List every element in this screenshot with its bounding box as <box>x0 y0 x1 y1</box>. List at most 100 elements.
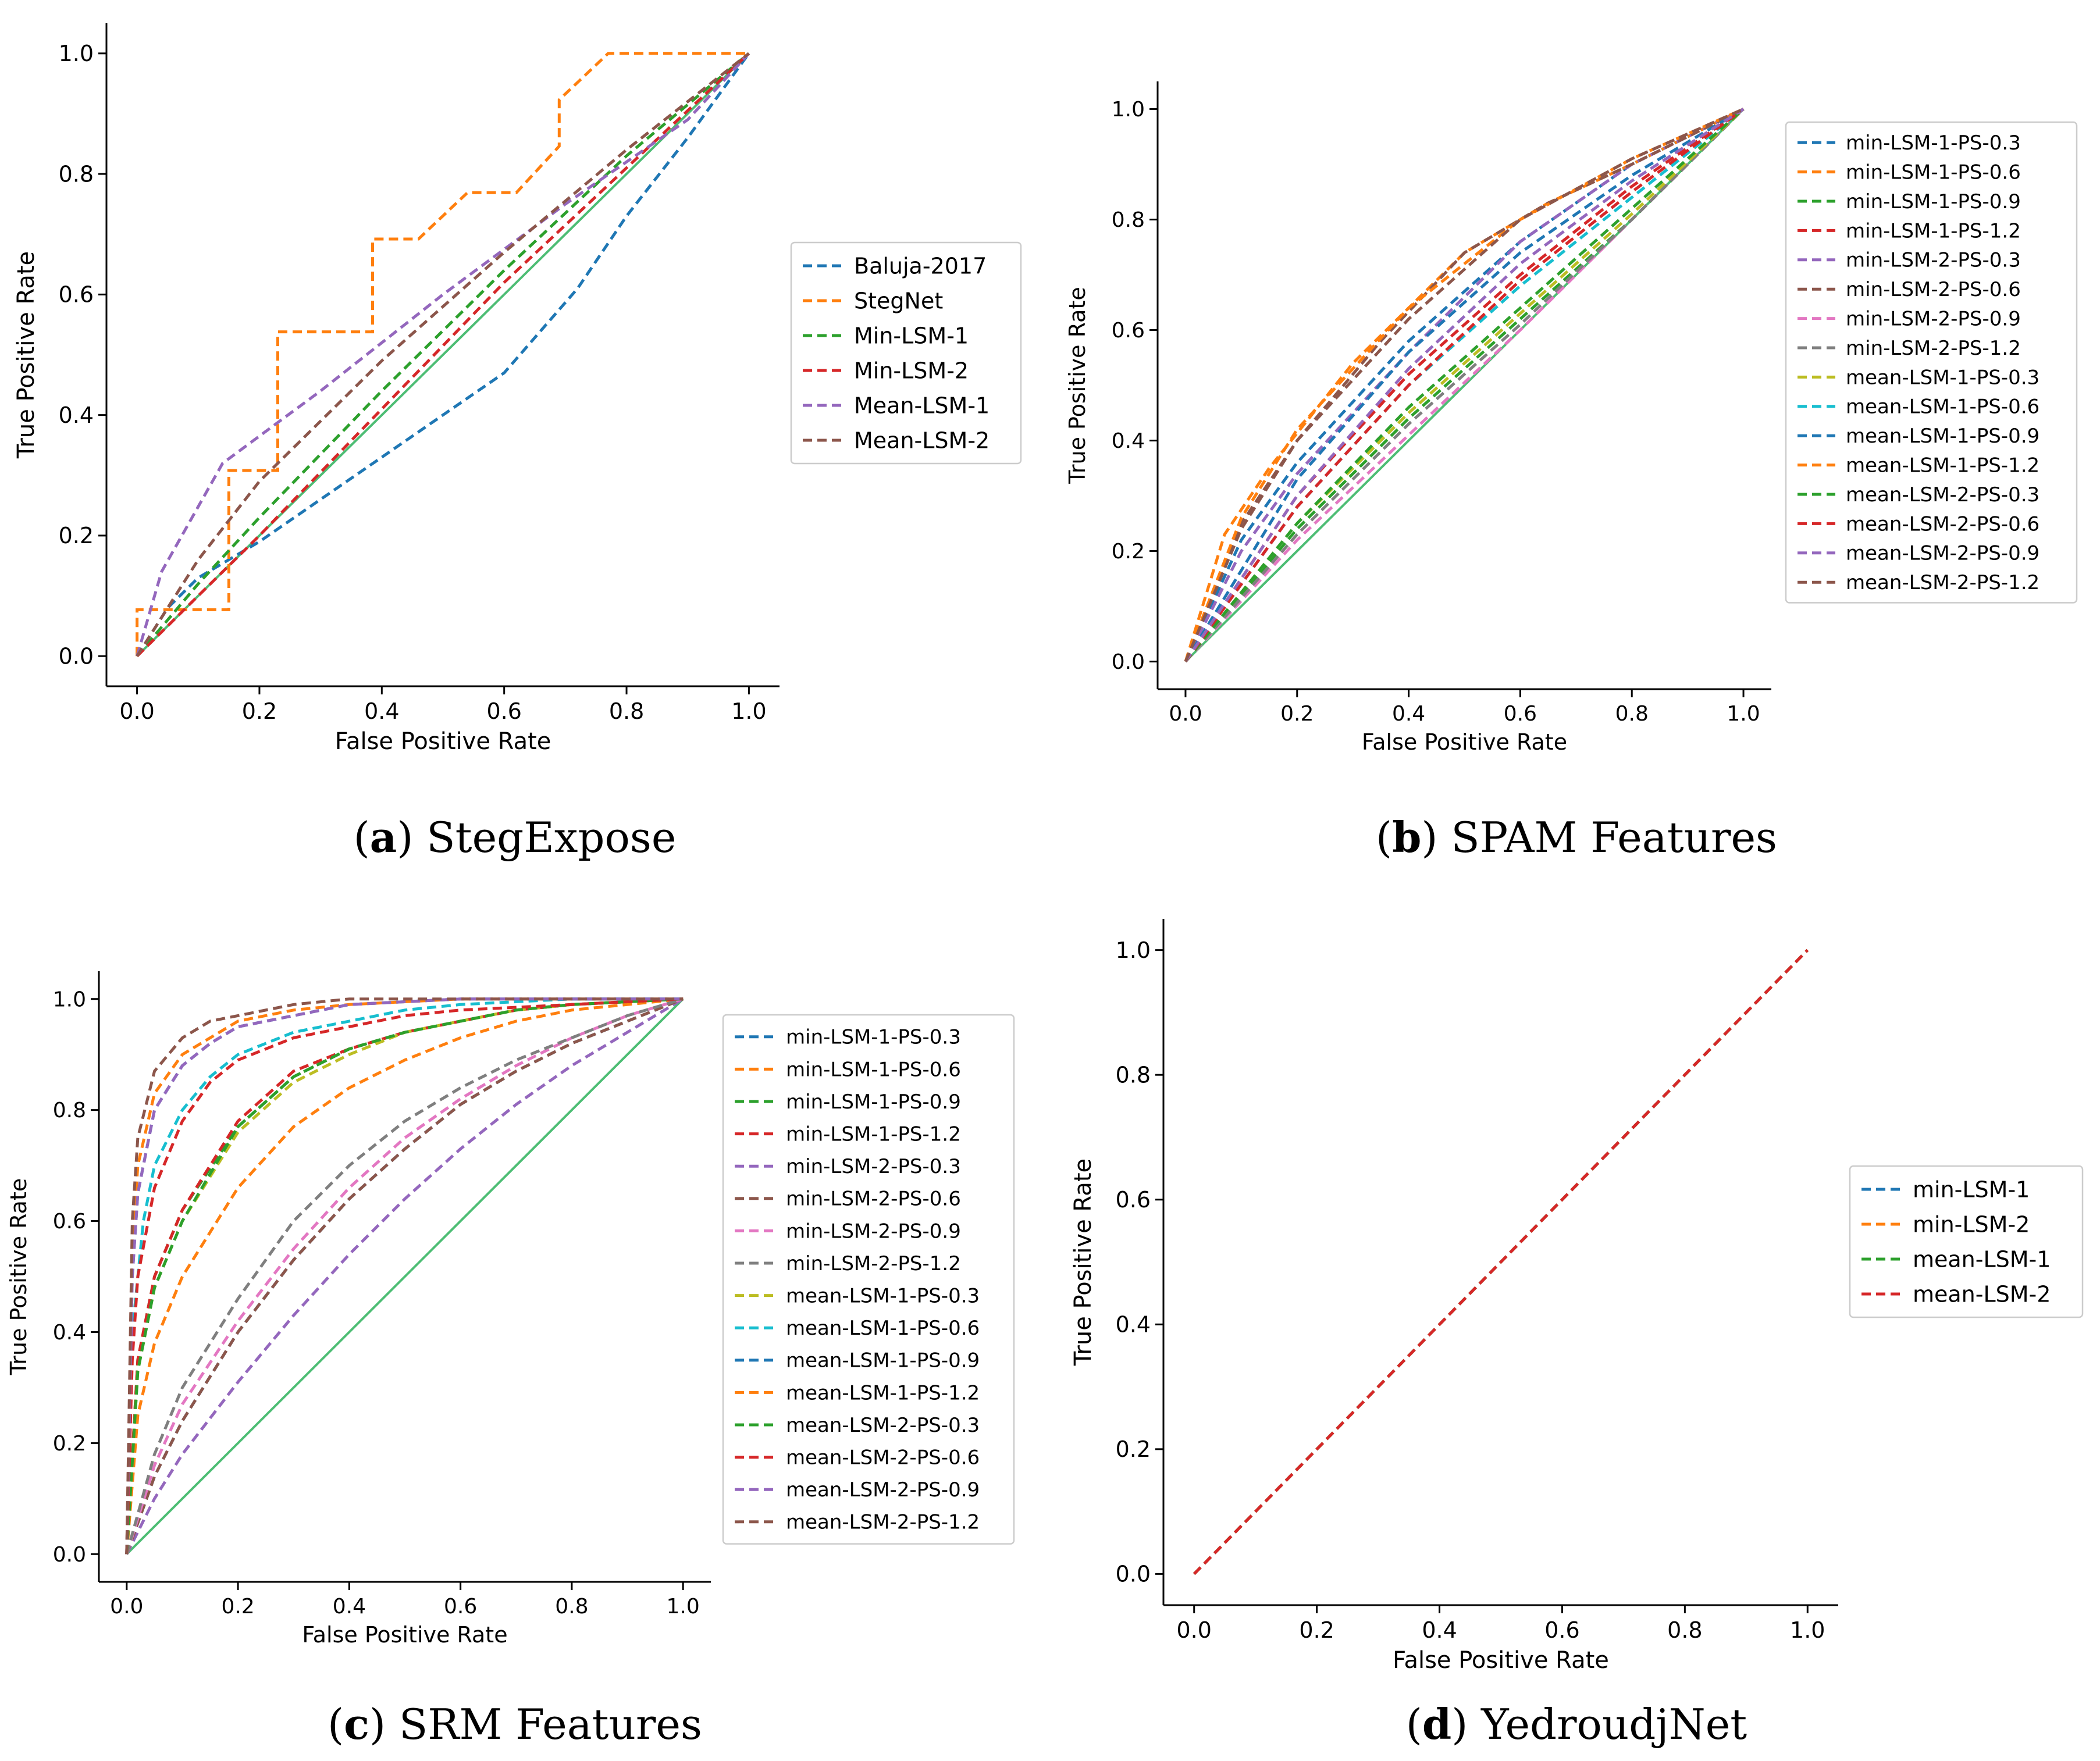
legend-entry: min-LSM-1-PS-0.3 <box>1846 131 2021 155</box>
chart-c: 0.0 0.2 0.4 0.6 0.8 1.0 0.0 0.2 0.4 0.6 0.8 1.0 Fals… <box>6 971 1015 1749</box>
caption-letter: c <box>344 1699 369 1749</box>
y-tick-label: 0.8 <box>1112 208 1145 232</box>
x-axis-label: False Positive Rate <box>1393 1647 1609 1674</box>
series-line-mean-lsm-2-ps-1.2 <box>1184 108 1745 662</box>
y-axis-label: True Positive Rate <box>1070 1158 1097 1366</box>
legend-entry: min-LSM-1-PS-0.6 <box>786 1058 961 1081</box>
series-line-min-lsm-2-ps-1.2 <box>1184 108 1745 663</box>
legend-entry: min-LSM-1-PS-1.2 <box>786 1123 961 1146</box>
series-line-mean-lsm-2-ps-0.9 <box>1184 108 1745 662</box>
legend-entry: mean-LSM-1-PS-0.3 <box>786 1285 980 1308</box>
legend-entry: min-LSM-2-PS-0.6 <box>786 1188 961 1211</box>
y-tick-label: 1.0 <box>1112 98 1145 122</box>
caption-paren: ( <box>1406 1700 1422 1749</box>
legend-entry: min-LSM-1-PS-0.9 <box>1846 190 2021 213</box>
legend-entry: min-LSM-2-PS-1.2 <box>1846 337 2021 360</box>
legend-box <box>722 1014 1015 1545</box>
x-tick-label: 1.0 <box>1790 1617 1825 1643</box>
x-tick-label: 0.2 <box>1299 1617 1334 1643</box>
subfigure-caption: (b) SPAM Features <box>1376 812 1777 862</box>
caption-letter: d <box>1422 1699 1451 1749</box>
series-line-mean-lsm-2-ps-1.2 <box>125 997 684 1555</box>
legend-entry: min-LSM-1-PS-0.3 <box>786 1026 961 1049</box>
series-line-mean-lsm-2 <box>136 52 750 657</box>
chart-d: 0.0 0.2 0.4 0.6 0.8 1.0 0.0 0.2 0.4 0.6 0.8 1.0 Fals… <box>1070 919 2084 1749</box>
x-tick-label: 0.0 <box>119 698 154 724</box>
y-tick-label: 1.0 <box>59 41 94 66</box>
diagonal-chance-line <box>136 52 750 657</box>
legend-entry: min-LSM-2 <box>1913 1211 2030 1237</box>
legend-entry: mean-LSM-2-PS-1.2 <box>1846 571 2040 594</box>
y-tick-label: 0.4 <box>59 402 94 428</box>
legend-entry: min-LSM-2-PS-0.3 <box>786 1155 961 1178</box>
legend-box <box>790 241 1022 465</box>
series-line-mean-lsm-1-ps-0.6 <box>1184 108 1745 662</box>
caption-letter: a <box>370 812 397 862</box>
legend-entry: mean-LSM-1-PS-0.9 <box>1846 425 2040 448</box>
x-tick-label: 0.6 <box>1504 702 1537 726</box>
x-tick-label: 0.6 <box>486 698 521 724</box>
legend-entry: mean-LSM-2 <box>1913 1281 2051 1307</box>
series-line-stegnet <box>136 52 749 657</box>
y-tick-label: 1.0 <box>53 988 86 1011</box>
x-tick-label: 0.0 <box>1169 702 1202 726</box>
diagonal-chance-line <box>126 998 684 1555</box>
series-line-mean-lsm-2-ps-0.6 <box>125 997 684 1555</box>
series-line-min-lsm-2-ps-0.6 <box>125 997 684 1555</box>
y-tick-label: 0.6 <box>59 282 94 308</box>
y-tick-label: 0.8 <box>1116 1062 1151 1088</box>
y-tick-label: 0.0 <box>59 643 94 669</box>
caption-paren: ( <box>328 1700 344 1749</box>
legend-entry: min-LSM-2-PS-0.9 <box>786 1220 961 1243</box>
legend-entry: mean-LSM-1-PS-0.6 <box>786 1317 980 1340</box>
series-line-min-lsm-2 <box>136 52 750 657</box>
legend-entry: mean-LSM-1-PS-0.6 <box>1846 395 2040 419</box>
y-tick-label: 0.2 <box>1112 540 1145 564</box>
caption-text: ) SRM Features <box>369 1700 702 1749</box>
legend-entry: min-LSM-1-PS-1.2 <box>1846 219 2021 243</box>
x-axis-label: False Positive Rate <box>1362 729 1567 755</box>
legend-entry: mean-LSM-1-PS-1.2 <box>786 1381 980 1404</box>
legend-entry: min-LSM-1-PS-0.6 <box>1846 161 2021 184</box>
caption-text: ) StegExpose <box>397 813 676 862</box>
series-line-min-lsm-2-ps-0.9 <box>125 997 684 1555</box>
x-tick-label: 1.0 <box>1727 702 1760 726</box>
legend-entry: mean-LSM-2-PS-0.9 <box>786 1478 980 1502</box>
x-tick-label: 0.8 <box>555 1595 588 1619</box>
caption-paren: ( <box>1376 813 1392 862</box>
legend-entry: Min-LSM-2 <box>854 358 969 383</box>
legend-entry: mean-LSM-2-PS-1.2 <box>786 1511 980 1534</box>
diagonal-chance-line <box>1184 108 1745 662</box>
y-tick-label: 0.2 <box>59 523 94 548</box>
series-line-min-lsm-1-ps-0.3 <box>1184 108 1745 662</box>
y-tick-label: 0.2 <box>53 1432 86 1456</box>
series-line-mean-lsm-2-ps-0.3 <box>1184 108 1745 663</box>
x-tick-label: 0.8 <box>1615 702 1649 726</box>
y-axis-label: True Positive Rate <box>1065 287 1090 484</box>
y-tick-label: 1.0 <box>1116 937 1151 963</box>
y-tick-label: 0.0 <box>1112 650 1145 674</box>
series-line-mean-lsm-2-ps-0.6 <box>1184 108 1745 662</box>
series-line-mean-lsm-2 <box>1193 949 1809 1575</box>
y-tick-label: 0.6 <box>1112 319 1145 343</box>
subfigure-caption: (a) StegExpose <box>354 812 677 862</box>
x-axis-label: False Positive Rate <box>335 728 551 755</box>
x-tick-label: 0.0 <box>110 1595 143 1619</box>
x-tick-label: 0.4 <box>1392 702 1425 726</box>
x-tick-label: 1.0 <box>667 1595 700 1619</box>
legend-entry: StegNet <box>854 288 943 313</box>
caption-text: ) YedroudjNet <box>1451 1700 1747 1749</box>
x-tick-label: 0.0 <box>1177 1617 1212 1643</box>
y-axis-label: True Positive Rate <box>13 251 40 459</box>
y-tick-label: 0.4 <box>1112 429 1145 453</box>
legend-entry: mean-LSM-1-PS-1.2 <box>1846 454 2040 477</box>
series-line-mean-lsm-1-ps-1.2 <box>1184 108 1745 662</box>
subfigure-caption: (d) YedroudjNet <box>1406 1699 1747 1749</box>
series-line-mean-lsm-1-ps-0.9 <box>1184 108 1745 662</box>
legend-entry: Baluja-2017 <box>854 253 987 279</box>
legend-entry: min-LSM-1 <box>1913 1177 2030 1202</box>
y-tick-label: 0.0 <box>53 1543 86 1567</box>
x-tick-label: 0.2 <box>1280 702 1314 726</box>
y-tick-label: 0.6 <box>1116 1187 1151 1213</box>
